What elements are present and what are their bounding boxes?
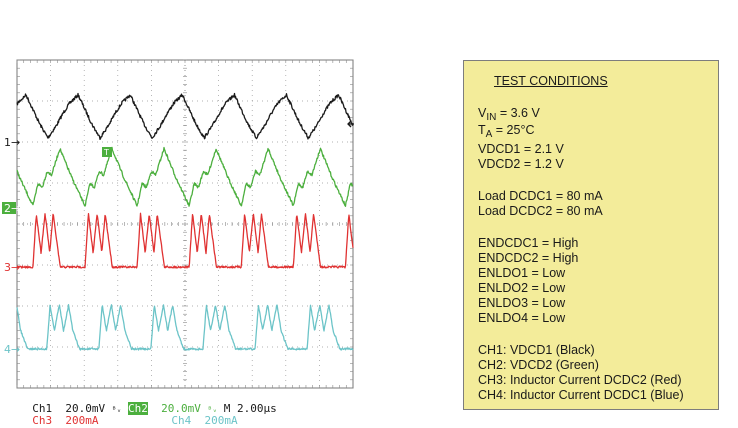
ch3-scale: 200mA xyxy=(65,414,99,427)
test-conditions-panel: TEST CONDITIONS VIN = 3.6 V TA = 25°C VD… xyxy=(463,60,719,410)
ch2-ground-marker: 2→ xyxy=(4,202,20,215)
ch1-ground-marker: 1→ xyxy=(4,136,20,149)
condition-line: CH2: VDCD2 (Green) xyxy=(478,358,599,372)
timebase: M 2.00µs xyxy=(223,402,277,415)
trace-ch4 xyxy=(16,303,354,351)
bandwidth-limit-icon: ᴮᵥ xyxy=(207,405,218,414)
ta-line: TA = 25°C xyxy=(478,123,535,140)
ch4-label: Ch4 xyxy=(171,414,192,427)
graticule xyxy=(16,59,354,389)
trigger-marker-bg xyxy=(102,147,112,157)
ch1-scale: 20.0mV xyxy=(65,402,106,415)
trace-ch3 xyxy=(16,212,354,269)
condition-line: CH4: Inductor Current DCDC1 (Blue) xyxy=(478,388,684,402)
traces xyxy=(16,92,354,351)
test-conditions-title: TEST CONDITIONS xyxy=(494,74,608,88)
condition-line: VDCD1 = 2.1 V xyxy=(478,142,564,156)
condition-line: ENLDO1 = Low xyxy=(478,266,566,280)
bandwidth-limit-icon: ᴮᵥ xyxy=(111,405,122,414)
trigger-marker: T xyxy=(103,148,109,157)
condition-line: CH3: Inductor Current DCDC2 (Red) xyxy=(478,373,682,387)
ch3-label: Ch3 xyxy=(32,414,53,427)
condition-line: VDCD2 = 1.2 V xyxy=(478,157,564,171)
condition-line: Load DCDC1 = 80 mA xyxy=(478,189,603,203)
condition-line: ENDCDC2 = High xyxy=(478,251,579,265)
condition-line: ENDCDC1 = High xyxy=(478,236,579,250)
condition-line: Load DCDC2 = 80 mA xyxy=(478,204,603,218)
ch2-scale: 20.0mV xyxy=(161,402,201,415)
ch4-scale: 200mA xyxy=(204,414,238,427)
ch2-label: Ch2 xyxy=(128,402,148,415)
channel-markers: 1→ 2→ 3→ 4→ T xyxy=(2,120,354,356)
condition-line: ENLDO3 = Low xyxy=(478,296,566,310)
ch1-label: Ch1 xyxy=(32,402,53,415)
ch2-marker-bg xyxy=(2,202,16,214)
spacer xyxy=(478,219,684,236)
spacer xyxy=(478,172,684,189)
trace-ch1 xyxy=(16,92,354,141)
spacer xyxy=(478,326,684,343)
condition-line: ENLDO4 = Low xyxy=(478,311,566,325)
vin-line: VIN = 3.6 V xyxy=(478,106,540,123)
oscilloscope-plot: 1→ 2→ 3→ 4→ T xyxy=(2,59,354,389)
ch4-ground-marker: 4→ xyxy=(4,343,20,356)
condition-line: CH1: VDCD1 (Black) xyxy=(478,343,595,357)
ch3-ground-marker: 3→ xyxy=(4,261,20,274)
trace-ch2 xyxy=(16,146,354,207)
condition-line: ENLDO2 = Low xyxy=(478,281,566,295)
trigger-level-arrow-icon xyxy=(347,120,354,128)
